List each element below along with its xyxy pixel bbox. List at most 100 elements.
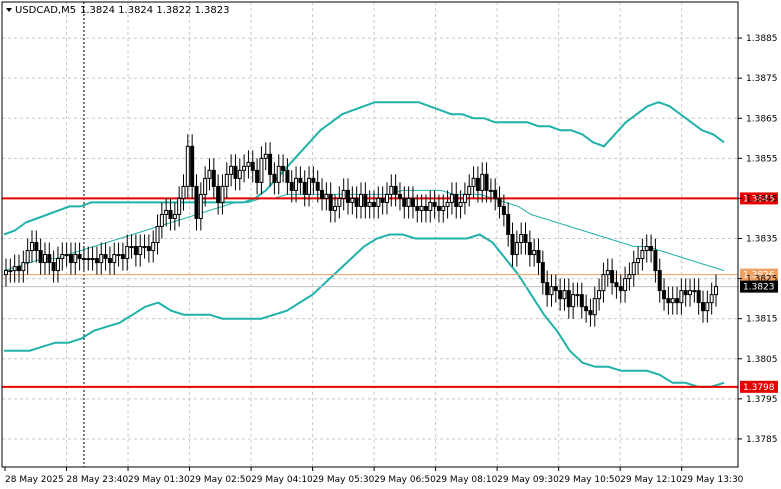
candle-body	[363, 193, 368, 207]
triangle-down-icon[interactable]	[6, 8, 12, 12]
y-tick-label: 1.3875	[746, 74, 778, 84]
candle-body	[341, 189, 346, 199]
candle-body	[610, 270, 615, 284]
y-tick-label: 1.3855	[746, 154, 778, 164]
candle-body	[229, 165, 234, 175]
candle-body	[207, 169, 212, 179]
candle-body	[60, 254, 65, 260]
candle-body	[198, 193, 203, 219]
candle-body	[168, 209, 173, 219]
candle-body	[402, 197, 407, 207]
candle-body	[636, 258, 641, 264]
candle-body	[384, 193, 389, 203]
candle-body	[194, 185, 199, 219]
candle-body	[86, 258, 91, 261]
candle-body	[467, 185, 472, 195]
candle-body	[159, 213, 164, 227]
candle-body	[415, 205, 420, 211]
candle-body	[380, 197, 385, 203]
candle-body	[423, 205, 428, 211]
candle-body	[307, 177, 312, 195]
candle-body	[462, 193, 467, 203]
candle-body	[177, 197, 182, 215]
candle-body	[449, 193, 454, 203]
candle-body	[501, 205, 506, 215]
candle-body	[679, 290, 684, 304]
candle-body	[536, 250, 541, 264]
candle-body	[64, 254, 69, 257]
candle-body	[216, 185, 221, 203]
candle-body	[545, 282, 550, 296]
candle-body	[181, 185, 186, 199]
candle-body	[4, 270, 8, 276]
candle-body	[172, 213, 177, 219]
y-tick-label: 1.3845	[746, 194, 778, 204]
candle-body	[233, 165, 238, 179]
candle-body	[272, 173, 277, 183]
candle-body	[294, 177, 299, 191]
candles	[4, 134, 718, 327]
level-price-label: 1.3845	[743, 194, 775, 204]
x-tick-label: 29 May 08:10	[436, 475, 498, 485]
candle-body	[73, 254, 78, 264]
y-tick-label: 1.3815	[746, 315, 778, 325]
candle-body	[337, 197, 342, 207]
candle-body	[51, 262, 56, 272]
symbol-label: USDCAD,M5	[15, 5, 76, 16]
candle-body	[190, 145, 195, 187]
candle-body	[436, 205, 441, 211]
current-price-box	[740, 280, 778, 293]
candle-body	[484, 173, 489, 191]
candle-body	[25, 250, 30, 264]
x-tick-label: 29 May 06:50	[374, 475, 436, 485]
candle-body	[246, 161, 251, 167]
candle-body	[527, 242, 532, 256]
candle-body	[419, 205, 424, 211]
candle-body	[497, 197, 502, 207]
candle-body	[441, 205, 446, 211]
candle-body	[584, 306, 589, 312]
candle-body	[666, 298, 671, 304]
candle-body	[242, 165, 247, 171]
level-price-box	[740, 380, 778, 393]
candle-body	[506, 213, 511, 235]
candle-body	[480, 173, 485, 191]
x-tick-label: 29 May 10:50	[559, 475, 621, 485]
x-tick-label: 29 May 05:30	[313, 475, 375, 485]
candle-body	[8, 270, 13, 273]
candle-body	[281, 165, 286, 171]
candle-body	[298, 177, 303, 183]
candle-body	[320, 189, 325, 199]
candle-body	[571, 294, 576, 308]
candle-body	[644, 246, 649, 252]
chart-header: USDCAD,M5 1.3824 1.3824 1.3822 1.3823	[6, 5, 230, 16]
candle-body	[475, 177, 480, 191]
y-tick-label: 1.3865	[746, 114, 778, 124]
candle-body	[683, 290, 688, 296]
candle-body	[220, 185, 225, 203]
candle-body	[81, 258, 86, 261]
candle-body	[376, 197, 381, 207]
candle-body	[471, 177, 476, 187]
candle-body	[675, 298, 680, 304]
candle-body	[692, 290, 697, 293]
candle-body	[151, 242, 156, 252]
candle-body	[68, 254, 73, 264]
x-tick-label: 29 May 01:30	[128, 475, 190, 485]
candle-body	[302, 181, 307, 195]
candle-body	[289, 181, 294, 191]
candle-body	[185, 145, 190, 187]
y-tick-label: 1.3785	[746, 435, 778, 445]
candle-body	[99, 254, 104, 264]
candle-body	[393, 185, 398, 195]
x-tick-label: 28 May 23:40	[67, 475, 129, 485]
candle-body	[592, 298, 597, 316]
candle-body	[129, 246, 134, 249]
x-tick-label: 29 May 09:30	[497, 475, 559, 485]
y-axis: 1.3885 1.3875 1.3865 1.3855 1.3845 1.3835 1.38…	[738, 34, 778, 445]
candle-body	[432, 201, 437, 207]
candle-body	[250, 161, 255, 171]
candle-body	[445, 201, 450, 207]
candle-body	[454, 193, 459, 207]
